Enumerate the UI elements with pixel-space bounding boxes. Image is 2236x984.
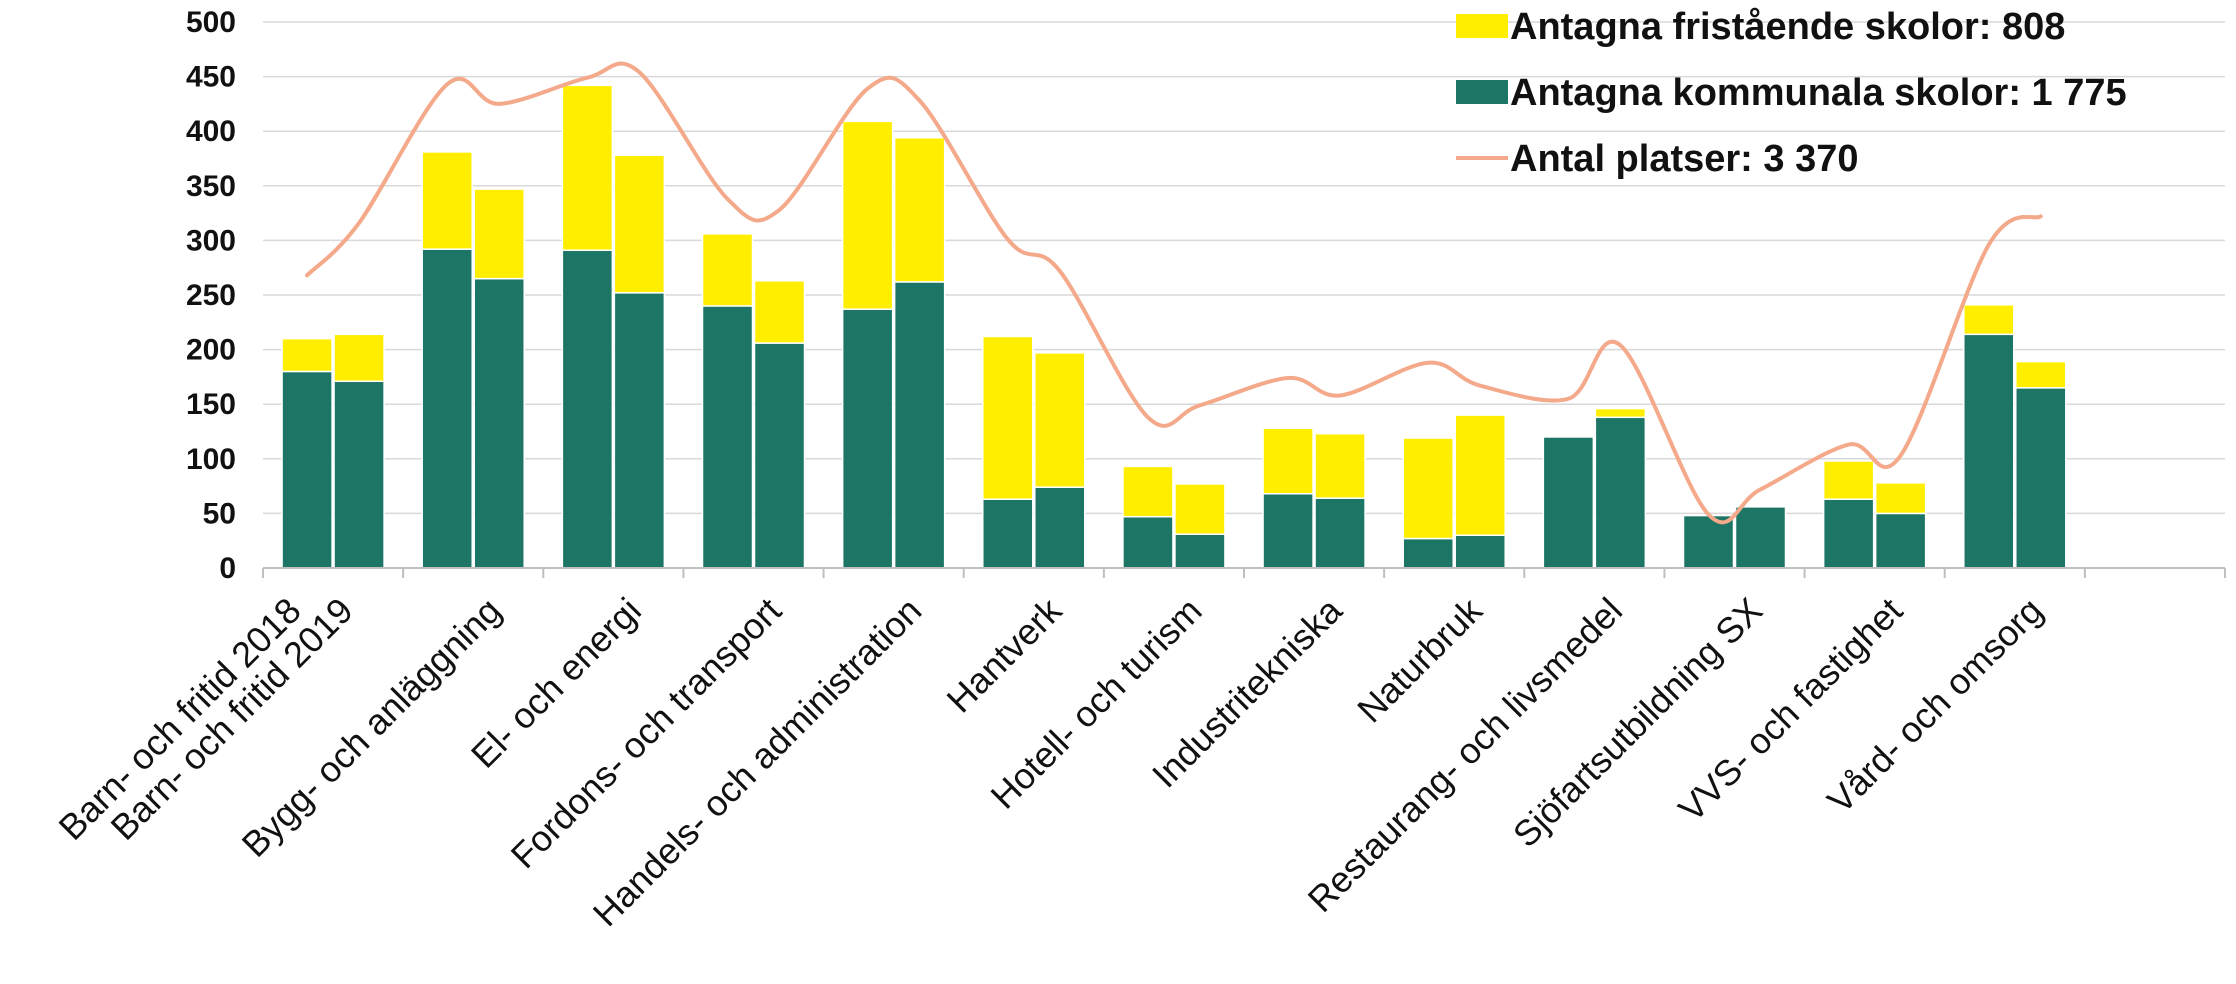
line-antal-platser — [305, 61, 2043, 525]
bar-kommunala — [1734, 506, 1787, 569]
bar-kommunala — [421, 248, 473, 569]
bar-fristaende — [1454, 414, 1506, 536]
x-category-label: Fordons- och transport — [503, 590, 789, 876]
bar-fristaende — [1034, 352, 1086, 488]
x-category-label: Sjöfartsutbildning SX — [1505, 590, 1770, 855]
y-tick-label: 400 — [186, 115, 236, 148]
bar-fristaende — [1122, 465, 1174, 518]
bar-kommunala — [701, 305, 754, 569]
bar-kommunala — [1874, 512, 1927, 569]
bar-fristaende — [561, 84, 614, 251]
bar-kommunala — [753, 342, 806, 569]
y-tick-label: 100 — [186, 443, 236, 476]
bar-fristaende — [421, 151, 473, 250]
bar-kommunala — [1034, 486, 1086, 569]
bar-fristaende — [473, 188, 525, 280]
bar-fristaende — [281, 337, 333, 373]
bar-fristaende — [893, 137, 946, 283]
bar-kommunala — [281, 370, 333, 569]
bar-kommunala — [1822, 498, 1875, 569]
bar-fristaende — [1402, 437, 1454, 540]
legend-label-kommunala: Antagna kommunala skolor: 1 775 — [1510, 72, 2127, 114]
bar-kommunala — [1122, 515, 1174, 569]
y-tick-label: 450 — [186, 61, 236, 94]
bar-fristaende — [1314, 432, 1366, 499]
legend: Antagna fristående skolor: 808 Antagna ko… — [1456, 6, 2127, 180]
bar-kommunala — [1314, 497, 1366, 569]
y-tick-label: 250 — [186, 279, 236, 312]
bar-fristaende — [982, 335, 1034, 500]
bar-fristaende — [613, 154, 666, 294]
bar-fristaende — [333, 333, 385, 383]
bar-series — [281, 84, 2067, 569]
y-tick-label: 350 — [186, 170, 236, 203]
x-category-label: Naturbruk — [1349, 589, 1490, 730]
bar-kommunala — [982, 498, 1034, 569]
y-tick-label: 500 — [186, 6, 236, 39]
y-tick-label: 300 — [186, 224, 236, 257]
legend-label-fristaende: Antagna fristående skolor: 808 — [1510, 6, 2065, 48]
bar-kommunala — [333, 380, 385, 569]
bar-kommunala — [841, 308, 894, 569]
bar-kommunala — [1963, 333, 2015, 569]
y-tick-label: 150 — [186, 388, 236, 421]
x-category-label: Hantverk — [939, 589, 1071, 721]
y-tick-label: 50 — [203, 497, 236, 530]
bar-kommunala — [1262, 492, 1314, 569]
bar-kommunala — [613, 292, 666, 569]
bar-fristaende — [2015, 360, 2067, 389]
bar-kommunala — [1454, 534, 1506, 569]
bar-kommunala — [1402, 537, 1454, 569]
bar-fristaende — [1822, 460, 1875, 500]
legend-swatch-kommunala — [1456, 80, 1508, 104]
bar-fristaende — [1594, 407, 1647, 419]
y-tick-label: 0 — [219, 552, 236, 585]
bar-fristaende — [1963, 304, 2015, 336]
bar-fristaende — [701, 233, 754, 307]
bar-kommunala — [893, 281, 946, 569]
bar-fristaende — [753, 280, 806, 344]
bar-kommunala — [1594, 416, 1647, 569]
bar-kommunala — [1174, 533, 1226, 569]
line-series — [305, 61, 2043, 525]
legend-swatch-fristaende — [1456, 14, 1508, 38]
bar-kommunala — [473, 277, 525, 569]
legend-label-platser: Antal platser: 3 370 — [1510, 138, 1858, 180]
bar-fristaende — [1874, 482, 1927, 515]
y-tick-label: 200 — [186, 334, 236, 367]
bar-kommunala — [2015, 387, 2067, 569]
bar-fristaende — [841, 120, 894, 310]
bar-fristaende — [1174, 483, 1226, 535]
x-category-label: Barn- och fritid 2019 — [103, 590, 361, 848]
bar-fristaende — [1262, 427, 1314, 495]
bar-kommunala — [561, 249, 614, 569]
y-axis: 0 50 100 150 200 250 300 350 400 450 500 — [186, 6, 236, 585]
bar-kommunala — [1542, 436, 1595, 569]
